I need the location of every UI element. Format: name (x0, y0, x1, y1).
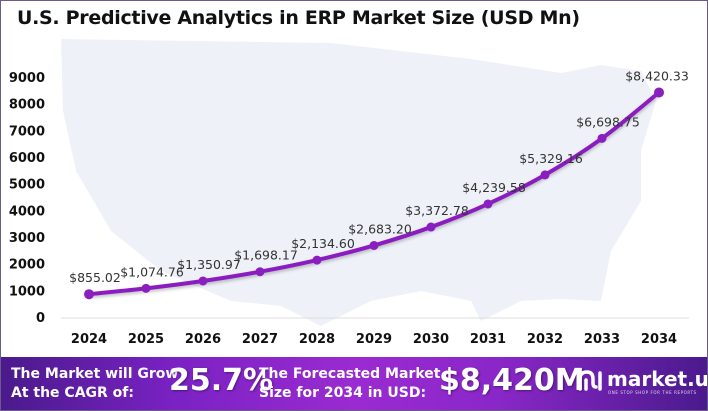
data-point (198, 276, 208, 286)
cagr-caption-line1: The Market will Grow (11, 366, 179, 382)
forecast-caption: The Forecasted Market Size for 2034 in U… (259, 365, 440, 403)
logo-name: market.us (607, 367, 708, 391)
data-label: $1,350.97 (177, 257, 241, 272)
y-tick-label: 5000 (9, 178, 45, 193)
forecast-value: $8,420M (439, 363, 585, 398)
chart-title: U.S. Predictive Analytics in ERP Market … (17, 7, 580, 29)
y-tick-label: 2000 (9, 258, 45, 273)
x-tick-label: 2031 (470, 332, 506, 347)
y-tick-label: 7000 (9, 124, 45, 139)
data-point (654, 87, 664, 98)
x-tick-label: 2026 (185, 332, 221, 347)
y-tick-label: 1000 (9, 284, 45, 299)
data-point (312, 255, 322, 265)
x-tick-label: 2029 (356, 332, 392, 347)
cagr-caption-line2: At the CAGR of: (11, 385, 134, 401)
x-tick-label: 2034 (641, 332, 677, 347)
summary-banner: The Market will Grow At the CAGR of: 25.… (1, 357, 708, 410)
data-point (369, 240, 379, 250)
data-label: $2,683.20 (348, 221, 412, 236)
market-us-logo-icon (578, 370, 602, 391)
forecast-caption-line1: The Forecasted Market (259, 366, 441, 382)
data-point (483, 199, 493, 209)
data-point (84, 289, 94, 300)
data-point (426, 222, 436, 232)
y-tick-label: 8000 (9, 98, 45, 113)
y-tick-label: 3000 (9, 231, 45, 246)
y-tick-label: 6000 (9, 151, 45, 166)
cagr-value: 25.7% (169, 363, 274, 398)
data-point (597, 133, 607, 143)
us-map-background (61, 39, 656, 326)
y-tick-label: 0 (36, 311, 45, 326)
x-tick-label: 2025 (128, 332, 164, 347)
data-label: $3,372.78 (405, 203, 469, 218)
y-tick-label: 9000 (9, 71, 45, 86)
x-tick-label: 2032 (527, 332, 563, 347)
x-tick-label: 2030 (413, 332, 449, 347)
x-tick-label: 2027 (242, 332, 278, 347)
forecast-caption-line2: Size for 2034 in USD: (259, 385, 427, 401)
data-label: $1,074.76 (120, 264, 184, 279)
x-tick-label: 2033 (584, 332, 620, 347)
data-label: $2,134.60 (291, 236, 355, 251)
data-point (540, 170, 550, 180)
data-label: $1,698.17 (234, 248, 298, 263)
x-tick-label: 2024 (71, 332, 107, 347)
logo-tagline: ONE STOP SHOP FOR THE REPORTS (608, 390, 697, 395)
data-label: $5,329.16 (519, 151, 583, 166)
data-label: $4,239.58 (462, 180, 526, 195)
data-point (141, 283, 151, 293)
line-chart: 0 1000 2000 3000 4000 5000 6000 7000 8000 9000 20… (9, 39, 689, 347)
data-label: $8,420.33 (625, 68, 689, 83)
y-tick-label: 4000 (9, 204, 45, 219)
cagr-caption: The Market will Grow At the CAGR of: (11, 365, 178, 403)
data-label: $6,698.75 (576, 114, 640, 129)
data-label: $855.02 (69, 270, 121, 285)
x-tick-label: 2028 (299, 332, 335, 347)
data-point (255, 267, 265, 277)
